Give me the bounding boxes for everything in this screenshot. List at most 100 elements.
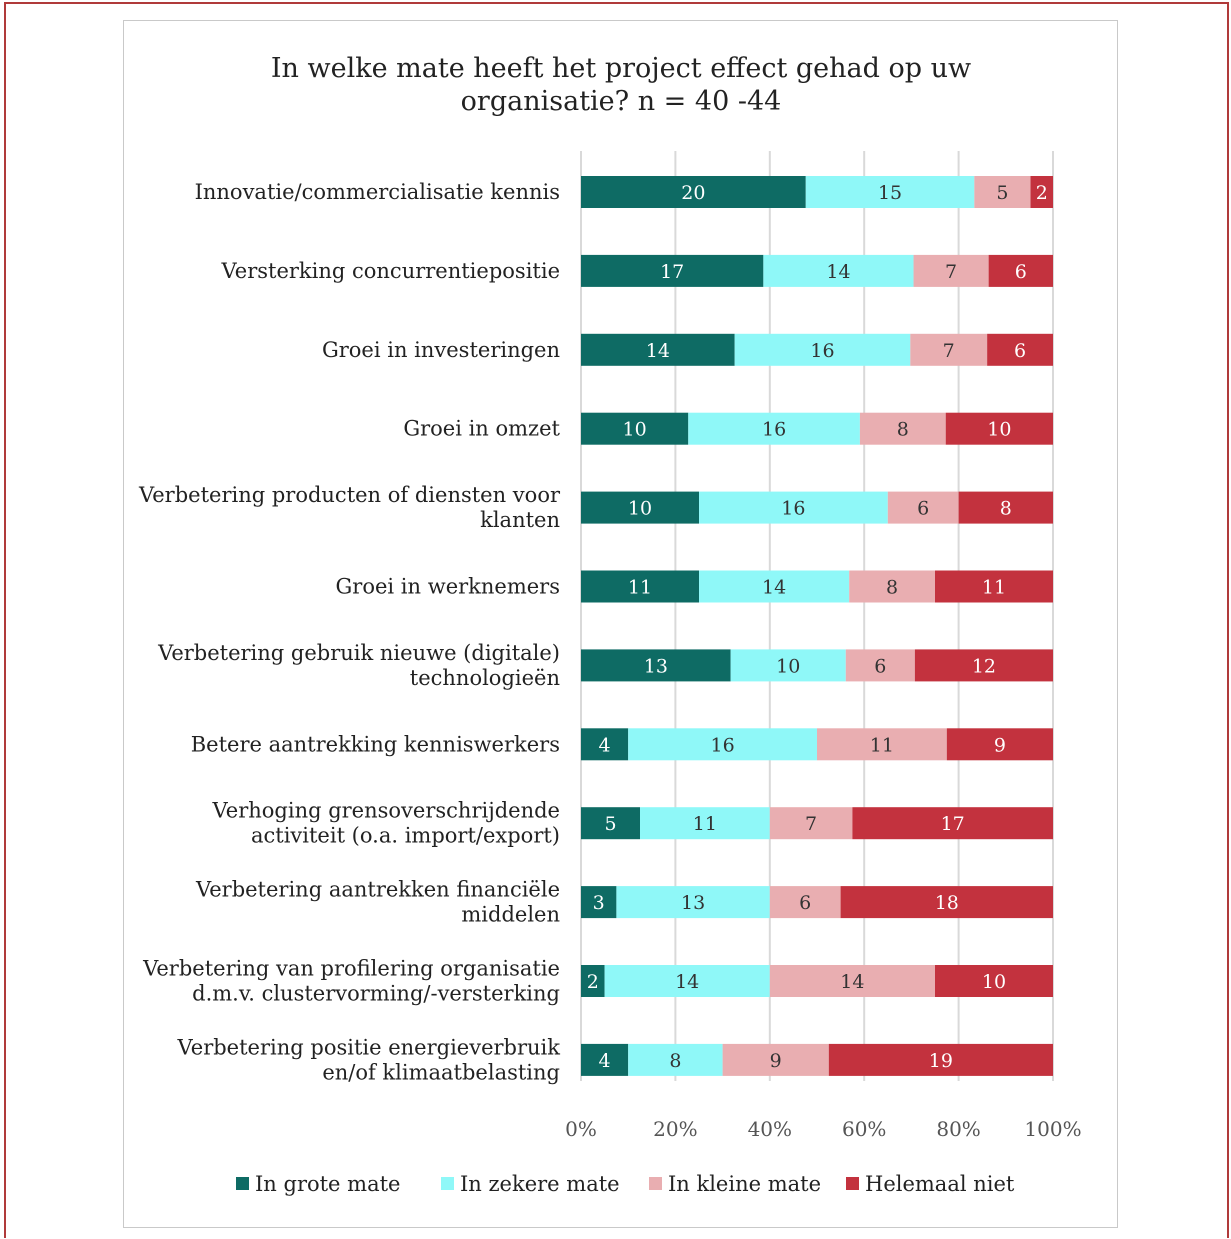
data-label: 6 [799, 892, 811, 914]
data-label: 3 [593, 892, 605, 914]
category-label: en/of klimaatbelasting [322, 1060, 560, 1084]
data-label: 18 [935, 892, 959, 914]
data-label: 15 [878, 182, 902, 204]
data-label: 6 [1015, 261, 1027, 283]
category-label: Versterking concurrentiepositie [221, 259, 560, 283]
bar-segment [887, 491, 959, 524]
data-label: 4 [599, 734, 611, 756]
data-label: 9 [770, 1050, 782, 1072]
bar-segment [581, 886, 617, 919]
x-tick-label: 100% [1024, 1117, 1081, 1141]
data-label: 10 [776, 655, 800, 677]
bar-segment [699, 491, 888, 524]
category-label: Innovatie/commercialisatie kennis [195, 180, 560, 204]
x-tick-label: 20% [653, 1117, 697, 1141]
bar-segment [581, 649, 731, 682]
bar-segment [581, 412, 689, 445]
data-label: 10 [982, 971, 1006, 993]
data-label: 16 [781, 498, 805, 520]
bar-segment [914, 649, 1053, 682]
legend-label: In zekere mate [460, 1172, 620, 1196]
stacked-bar-chart: In welke mate heeft het project effect g… [138, 53, 1082, 1196]
bar-segment [581, 176, 806, 208]
legend: In grote mate In zekere mate In kleine mat… [236, 1172, 1015, 1196]
data-label: 11 [982, 577, 1006, 599]
category-label: Verhoging grensoverschrijdende [212, 799, 560, 823]
category-label: klanten [480, 508, 560, 532]
data-label: 14 [840, 971, 864, 993]
bar-segment [769, 807, 853, 840]
page-frame [4, 2, 1229, 1238]
bar-segment [581, 1043, 629, 1076]
category-label: technologieën [410, 666, 560, 690]
category-label: Verbetering gebruik nieuwe (digitale) [157, 641, 560, 665]
data-label: 6 [874, 655, 886, 677]
bar-segment [581, 333, 735, 366]
legend-label: Helemaal niet [865, 1172, 1015, 1196]
data-label: 9 [994, 734, 1006, 756]
bar-segment [581, 254, 764, 287]
bar-segment [805, 176, 975, 208]
data-label: 8 [669, 1050, 681, 1072]
bar-segment [734, 333, 911, 366]
data-label: 6 [917, 498, 929, 520]
legend-label: In grote mate [255, 1172, 400, 1196]
data-label: 14 [826, 261, 850, 283]
category-label: Verbetering van profilering organisatie [142, 957, 560, 981]
data-label: 11 [870, 734, 894, 756]
category-label: activiteit (o.a. import/export) [251, 824, 560, 848]
category-labels: Innovatie/commercialisatie kennis Verster… [138, 180, 561, 1084]
bar-segment [581, 728, 629, 761]
category-label: Verbetering producten of diensten voor [138, 483, 561, 507]
category-label: Verbetering positie energieverbruik [177, 1035, 561, 1059]
bar-segment [852, 807, 1053, 840]
data-label: 19 [929, 1050, 953, 1072]
legend-swatch [236, 1177, 249, 1190]
data-label: 8 [886, 577, 898, 599]
bar-segment [628, 1043, 723, 1076]
data-label: 7 [805, 813, 817, 835]
legend-swatch [441, 1177, 454, 1190]
bar-segment [1030, 176, 1053, 208]
bar-segment [763, 254, 914, 287]
data-label: 14 [646, 340, 670, 362]
data-label: 10 [987, 419, 1011, 441]
data-label: 8 [1000, 498, 1012, 520]
data-label: 10 [628, 498, 652, 520]
bar-segment [581, 807, 640, 840]
x-tick-label: 0% [565, 1117, 597, 1141]
bar-segment [640, 807, 770, 840]
category-label: Groei in werknemers [336, 575, 560, 599]
category-label: d.m.v. clustervorming/-versterking [192, 982, 560, 1006]
data-label: 2 [587, 971, 599, 993]
data-label: 7 [945, 261, 957, 283]
bar-segment [722, 1043, 829, 1076]
category-label: middelen [461, 903, 560, 927]
chart-panel: In welke mate heeft het project effect g… [123, 20, 1118, 1228]
data-label: 17 [941, 813, 965, 835]
bar-segment [987, 333, 1053, 366]
data-label: 11 [693, 813, 717, 835]
bar-segment [840, 886, 1053, 919]
data-label: 6 [1014, 340, 1026, 362]
category-label: Verbetering aantrekken financiële [195, 878, 560, 902]
bar-segment [988, 254, 1053, 287]
data-label: 8 [897, 419, 909, 441]
x-tick-label: 60% [842, 1117, 886, 1141]
category-label: Betere aantrekking kenniswerkers [191, 732, 560, 756]
bar-segment [581, 491, 699, 524]
bar-segment [845, 649, 915, 682]
bar-segment [958, 491, 1053, 524]
legend-label: In kleine mate [668, 1172, 821, 1196]
data-label: 16 [711, 734, 735, 756]
legend-swatch [846, 1177, 859, 1190]
category-label: Groei in investeringen [322, 338, 560, 362]
data-label: 13 [681, 892, 705, 914]
bar-segment [913, 254, 989, 287]
chart-title-line: organisatie? n = 40 -44 [461, 86, 782, 117]
data-label: 13 [644, 655, 668, 677]
bar-segment [688, 412, 860, 445]
chart-title: In welke mate heeft het project effect g… [271, 53, 971, 117]
data-label: 2 [1036, 182, 1048, 204]
data-label: 17 [660, 261, 684, 283]
